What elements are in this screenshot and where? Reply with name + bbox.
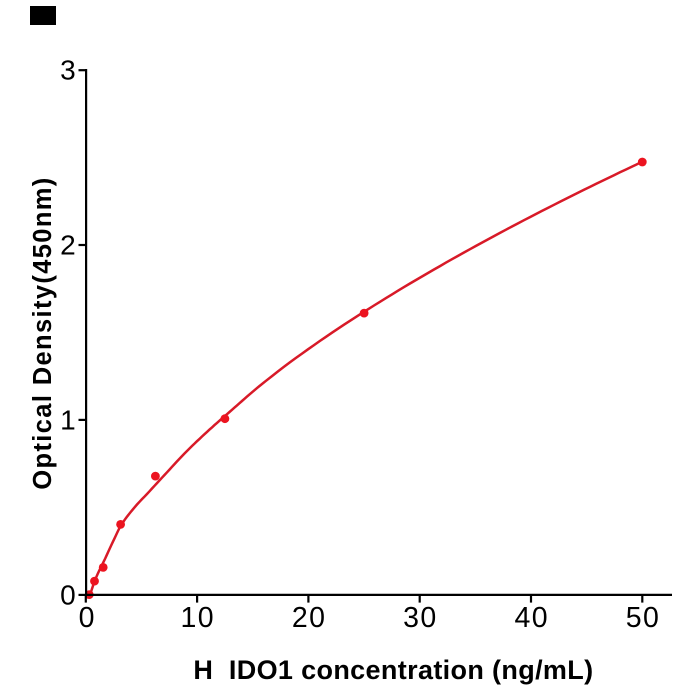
svg-text:2: 2: [60, 229, 76, 260]
svg-text:0: 0: [79, 602, 95, 634]
svg-text:3: 3: [60, 55, 76, 86]
svg-text:0: 0: [60, 579, 76, 610]
svg-text:H IDO1 concentration (ng/mL): H IDO1 concentration (ng/mL): [193, 655, 593, 685]
svg-text:50: 50: [626, 602, 661, 634]
svg-text:Optical Density(450nm): Optical Density(450nm): [29, 176, 57, 489]
svg-text:1: 1: [60, 404, 76, 435]
svg-text:20: 20: [292, 602, 327, 634]
svg-text:40: 40: [514, 602, 549, 634]
svg-text:30: 30: [403, 602, 438, 634]
svg-text:10: 10: [181, 602, 216, 634]
